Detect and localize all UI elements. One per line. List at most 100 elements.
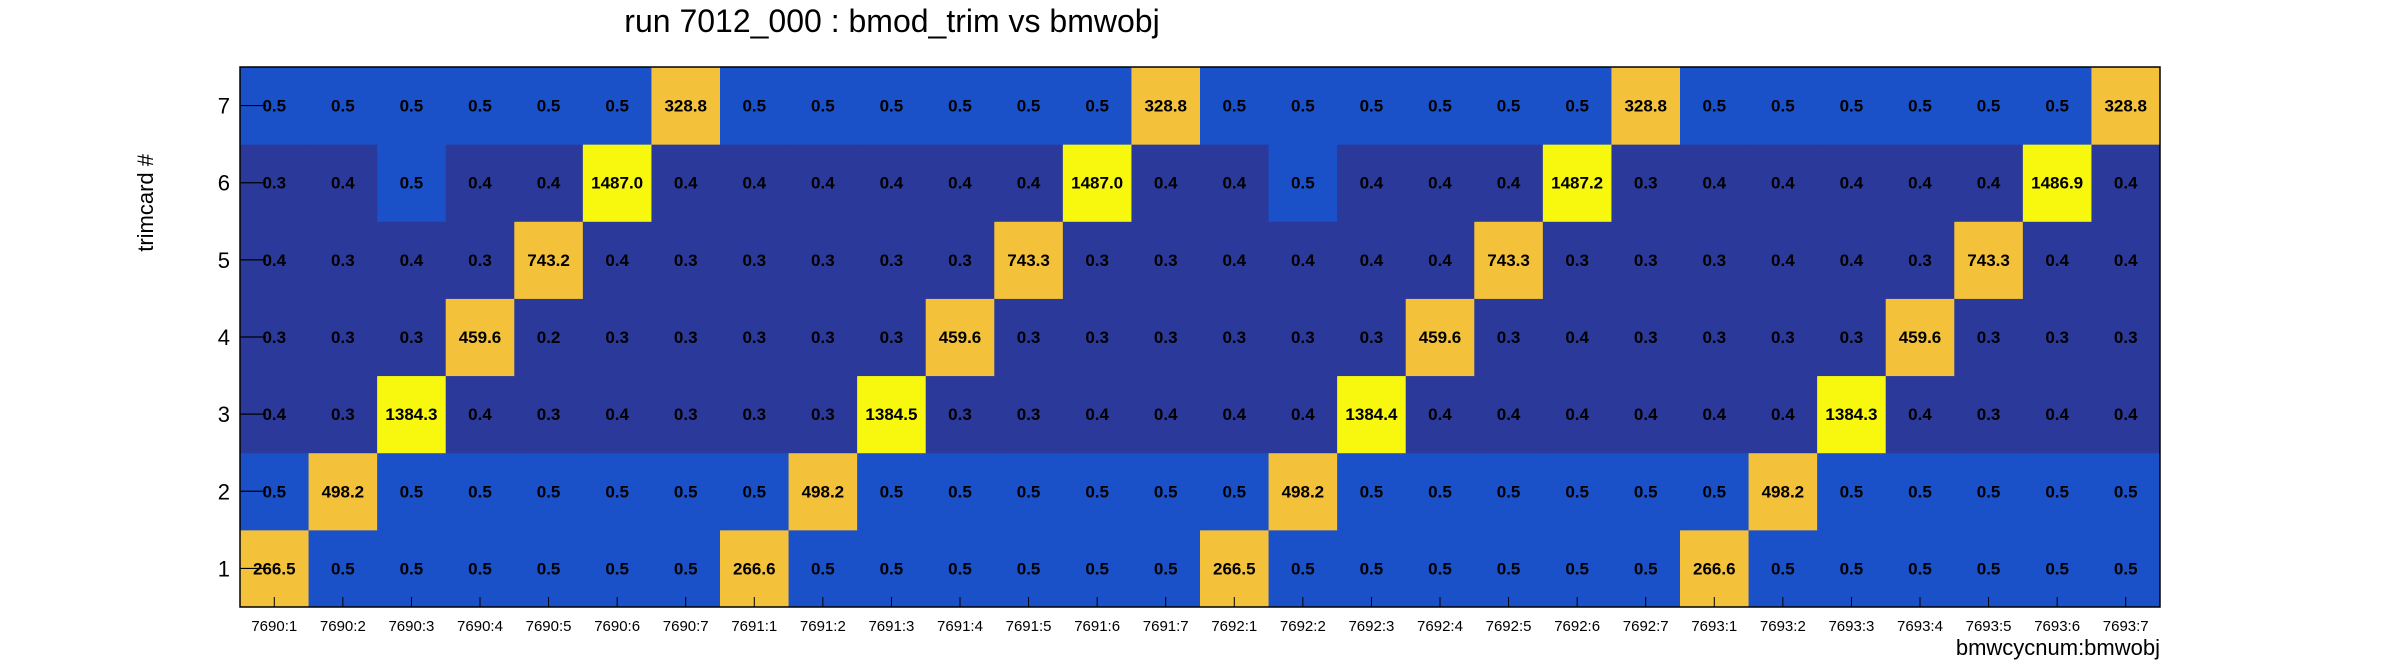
cell-value-label: 0.5 [742, 482, 766, 501]
cell-value-label: 0.5 [1702, 97, 1726, 116]
cell-value-label: 0.3 [331, 405, 355, 424]
heatmap-cell [1542, 452, 1612, 531]
heatmap-cell [1062, 452, 1132, 531]
heatmap-cell [651, 452, 721, 531]
heatmap-cell [2091, 452, 2161, 531]
heatmap-cell [1474, 452, 1544, 531]
heatmap-cell [857, 221, 927, 299]
cell-value-label: 0.5 [400, 559, 424, 578]
heatmap-cell [1748, 375, 1818, 454]
heatmap-cell [1337, 221, 1407, 299]
heatmap-cells [240, 67, 2161, 608]
heatmap-cell [1748, 67, 1818, 145]
heatmap-cell [445, 452, 515, 531]
cell-value-label: 0.4 [1908, 174, 1932, 193]
cell-value-label: 0.4 [605, 251, 629, 270]
y-tick-label: 2 [218, 479, 230, 504]
cell-value-label: 0.4 [1565, 405, 1589, 424]
cell-value-label: 0.5 [880, 482, 904, 501]
cell-value-label: 0.3 [948, 251, 972, 270]
cell-value-label: 0.4 [1360, 174, 1384, 193]
heatmap-cell-labels: 266.5 0.5 0.5 0.5 0.5 0.5 0.5 266.6 0.5 0.5 0.5 0.5… [253, 97, 2147, 579]
heatmap-cell [925, 529, 995, 608]
cell-value-label: 0.4 [1085, 405, 1109, 424]
cell-value-label: 0.4 [400, 251, 424, 270]
heatmap-cell [1680, 529, 1750, 608]
heatmap-cell [308, 452, 378, 531]
heatmap-cell [1337, 375, 1407, 454]
cell-value-label: 0.5 [948, 482, 972, 501]
cell-value-label: 0.3 [1908, 251, 1932, 270]
heatmap-cell [720, 298, 790, 377]
heatmap-cell [1817, 67, 1887, 145]
x-tick-label: 7690:1 [251, 618, 297, 635]
cell-value-label: 0.3 [2114, 328, 2138, 347]
cell-value-label: 0.3 [1634, 328, 1658, 347]
heatmap-cell [2091, 221, 2161, 299]
heatmap-cell [788, 67, 858, 145]
heatmap-cell [1680, 452, 1750, 531]
cell-value-label: 0.4 [2045, 251, 2069, 270]
cell-value-label: 0.4 [1771, 405, 1795, 424]
y-tick-label: 4 [218, 325, 230, 350]
heatmap-cell [1405, 144, 1475, 222]
heatmap-cell [857, 67, 927, 145]
heatmap-cell [1680, 144, 1750, 222]
cell-value-label: 0.5 [1497, 559, 1521, 578]
cell-value-label: 0.5 [1565, 559, 1589, 578]
cell-value-label: 0.5 [1428, 97, 1452, 116]
heatmap-cell [308, 67, 378, 145]
cell-value-label: 0.5 [948, 559, 972, 578]
heatmap-cell [308, 529, 378, 608]
cell-value-label: 0.5 [1017, 482, 1041, 501]
heatmap-cell [1885, 529, 1955, 608]
heatmap-cell [582, 375, 652, 454]
cell-value-label: 498.2 [802, 482, 845, 501]
cell-value-label: 0.4 [1908, 405, 1932, 424]
x-tick-label: 7690:7 [663, 618, 709, 635]
cell-value-label: 0.3 [2045, 328, 2069, 347]
cell-value-label: 266.5 [253, 559, 296, 578]
heatmap-cell [1748, 452, 1818, 531]
cell-value-label: 266.6 [1693, 559, 1736, 578]
cell-value-label: 0.4 [2045, 405, 2069, 424]
cell-value-label: 0.4 [811, 174, 835, 193]
cell-value-label: 0.4 [1428, 251, 1452, 270]
heatmap-cell [1131, 375, 1201, 454]
cell-value-label: 0.3 [811, 328, 835, 347]
heatmap-cell [1062, 67, 1132, 145]
heatmap-cell [651, 375, 721, 454]
cell-value-label: 0.5 [605, 97, 629, 116]
cell-value-label: 0.3 [880, 251, 904, 270]
heatmap-cell [1405, 375, 1475, 454]
heatmap-cell [1405, 221, 1475, 299]
heatmap-cell [2091, 67, 2161, 145]
cell-value-label: 0.3 [674, 328, 698, 347]
heatmap-cell [994, 298, 1064, 377]
heatmap-cell [2022, 529, 2092, 608]
cell-value-label: 0.5 [605, 559, 629, 578]
heatmap-cell [308, 144, 378, 222]
x-tick-label: 7691:1 [731, 618, 777, 635]
cell-value-label: 0.4 [1428, 405, 1452, 424]
heatmap-cell [1405, 67, 1475, 145]
heatmap-cell [1337, 452, 1407, 531]
x-tick-label: 7693:6 [2034, 618, 2080, 635]
heatmap-cell [514, 452, 584, 531]
x-tick-label: 7690:3 [388, 618, 434, 635]
heatmap-cell [514, 221, 584, 299]
cell-value-label: 743.3 [1487, 251, 1530, 270]
heatmap-cell [1542, 144, 1612, 222]
x-tick-label: 7691:3 [868, 618, 914, 635]
x-tick-label: 7690:4 [457, 618, 503, 635]
cell-value-label: 0.5 [948, 97, 972, 116]
heatmap-cell [651, 144, 721, 222]
cell-value-label: 0.5 [811, 559, 835, 578]
cell-value-label: 0.5 [1291, 559, 1315, 578]
heatmap-cell [788, 144, 858, 222]
cell-value-label: 0.3 [742, 328, 766, 347]
cell-value-label: 0.3 [1771, 328, 1795, 347]
cell-value-label: 266.6 [733, 559, 776, 578]
heatmap-cell [1817, 375, 1887, 454]
heatmap-cell [1542, 375, 1612, 454]
